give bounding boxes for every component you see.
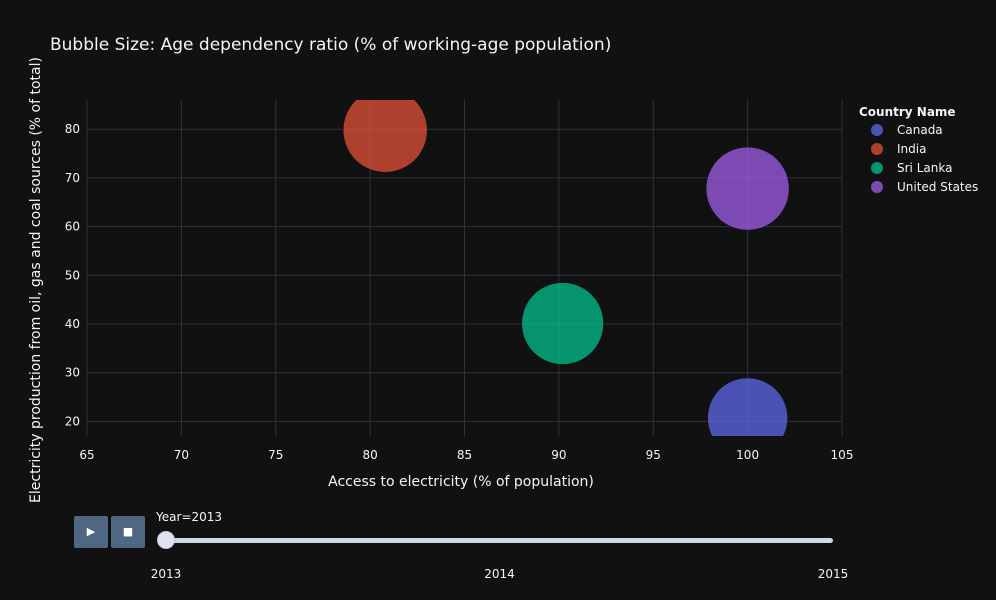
slider-step-2013[interactable]: 2013 [150, 567, 182, 581]
x-tick-label: 90 [551, 448, 566, 462]
legend-item-label[interactable]: India [897, 142, 926, 156]
y-tick-label: 80 [65, 122, 80, 136]
y-tick-label: 60 [65, 220, 80, 234]
year-slider-handle[interactable] [157, 531, 175, 549]
x-tick-labels: 65 70 75 80 85 90 95 100 105 [79, 448, 853, 462]
y-tick-label: 30 [65, 366, 80, 380]
legend-item-label[interactable]: Canada [897, 123, 943, 137]
y-tick-label: 40 [65, 317, 80, 331]
legend-marker[interactable] [871, 124, 883, 136]
y-tick-label: 70 [65, 171, 80, 185]
y-tick-label: 50 [65, 268, 80, 282]
stop-button[interactable]: ■ [111, 516, 145, 548]
bubble-united-states[interactable] [705, 146, 790, 231]
x-tick-label: 100 [736, 448, 759, 462]
legend-item-label[interactable]: United States [897, 180, 978, 194]
y-tick-label: 20 [65, 414, 80, 428]
legend-marker[interactable] [871, 143, 883, 155]
bubble-sri-lanka[interactable] [521, 282, 604, 365]
x-axis-label: Access to electricity (% of population) [328, 474, 594, 490]
bubble-canada[interactable] [707, 377, 788, 458]
x-tick-label: 65 [79, 448, 94, 462]
bubbles-layer [342, 88, 790, 458]
legend-marker[interactable] [871, 162, 883, 174]
x-tick-label: 80 [362, 448, 377, 462]
legend-item-label[interactable]: Sri Lanka [897, 161, 952, 175]
legend-title: Country Name [859, 105, 956, 119]
x-tick-label: 85 [457, 448, 472, 462]
bubble-india[interactable] [342, 88, 428, 173]
y-tick-labels: 20 30 40 50 60 70 80 [65, 122, 80, 428]
year-slider-rail[interactable] [166, 538, 833, 543]
chart-title: Bubble Size: Age dependency ratio (% of … [50, 35, 611, 55]
slider-step-2015[interactable]: 2015 [817, 567, 849, 581]
play-button[interactable]: ▶ [74, 516, 108, 548]
x-tick-label: 70 [174, 448, 189, 462]
y-axis-label: Electricity production from oil, gas and… [28, 57, 44, 503]
x-tick-label: 95 [646, 448, 661, 462]
x-tick-label: 105 [831, 448, 854, 462]
x-tick-label: 75 [268, 448, 283, 462]
legend-marker[interactable] [871, 181, 883, 193]
legend: Canada India Sri Lanka United States [871, 123, 978, 194]
slider-step-2014[interactable]: 2014 [484, 567, 515, 581]
slider-current-value: Year=2013 [156, 510, 222, 524]
